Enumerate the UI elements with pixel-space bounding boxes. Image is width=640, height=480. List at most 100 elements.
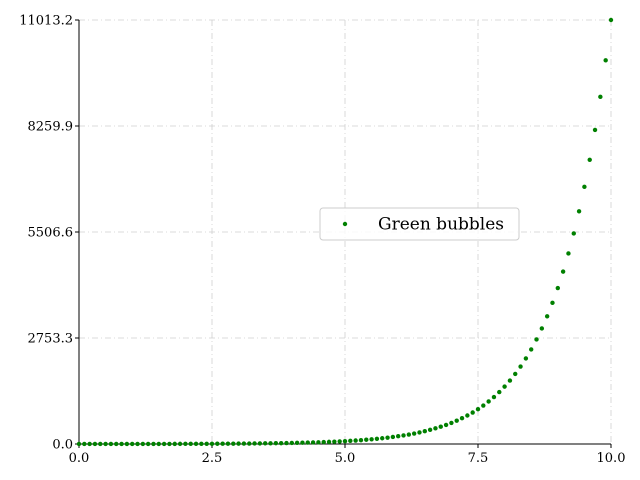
point <box>417 430 422 435</box>
point <box>491 394 497 400</box>
point <box>486 399 491 404</box>
point <box>278 440 284 446</box>
x-tick-label: 10.0 <box>597 451 626 466</box>
y-tick-label: 0.0 <box>52 438 73 453</box>
point <box>401 433 406 438</box>
x-tick-label: 7.5 <box>468 451 489 466</box>
point <box>204 441 209 446</box>
point <box>529 347 534 352</box>
point <box>332 439 337 444</box>
point <box>555 285 560 291</box>
point <box>380 436 385 441</box>
point <box>587 157 592 162</box>
point <box>385 435 390 440</box>
point <box>193 441 199 447</box>
point <box>236 441 241 446</box>
point <box>358 437 364 443</box>
point <box>87 441 92 447</box>
point <box>465 413 470 418</box>
point <box>294 440 300 446</box>
point <box>449 420 454 426</box>
point <box>544 314 550 319</box>
point <box>459 416 465 421</box>
point <box>507 378 513 383</box>
point <box>422 428 427 434</box>
point <box>513 371 518 377</box>
point <box>310 440 316 445</box>
point <box>608 17 614 23</box>
point <box>108 441 114 447</box>
point <box>353 438 358 443</box>
legend-frame <box>319 207 520 241</box>
x-tick-label: 5.0 <box>335 451 356 466</box>
point <box>481 403 486 408</box>
point <box>199 441 204 447</box>
point <box>82 441 87 447</box>
point <box>550 300 555 306</box>
point <box>411 431 417 436</box>
point <box>161 441 167 447</box>
point <box>135 441 140 447</box>
point <box>316 440 321 445</box>
point <box>241 441 247 446</box>
y-tick-label: 5506.6 <box>28 226 74 241</box>
x-tick-label: 0.0 <box>69 451 90 466</box>
point <box>374 436 380 441</box>
point <box>438 424 443 429</box>
point <box>119 441 124 447</box>
point <box>167 441 172 447</box>
point <box>114 441 119 447</box>
point <box>566 251 571 256</box>
point <box>103 441 108 447</box>
point <box>289 440 294 446</box>
y-tick-label: 11013.2 <box>19 14 73 29</box>
point <box>497 389 502 395</box>
point <box>183 441 188 447</box>
point <box>225 441 231 446</box>
point <box>177 441 183 447</box>
point <box>406 432 412 437</box>
point <box>92 441 98 447</box>
point <box>321 439 326 445</box>
point <box>539 326 545 331</box>
point <box>273 441 279 446</box>
point <box>534 337 539 342</box>
point <box>231 441 236 446</box>
point <box>396 434 401 439</box>
point <box>337 439 342 444</box>
point <box>598 94 603 100</box>
point <box>454 418 459 423</box>
point <box>390 434 396 440</box>
point <box>284 440 289 446</box>
point <box>268 441 273 446</box>
point <box>300 440 305 445</box>
x-tick-label: 2.5 <box>202 451 223 466</box>
point <box>582 184 587 190</box>
legend-label: Green bubbles <box>378 215 504 235</box>
point <box>433 426 438 431</box>
point <box>76 441 82 447</box>
y-tick-label: 8259.9 <box>28 120 74 135</box>
point <box>326 439 332 445</box>
point <box>523 356 529 361</box>
point <box>518 364 523 369</box>
point <box>140 441 146 447</box>
point <box>130 441 135 447</box>
point <box>220 441 225 446</box>
point <box>560 269 566 274</box>
point <box>576 209 582 214</box>
point <box>305 440 310 445</box>
point <box>470 410 475 415</box>
point <box>145 441 151 447</box>
point <box>209 441 215 446</box>
point <box>369 437 374 442</box>
point <box>502 384 507 389</box>
point <box>571 231 576 236</box>
point <box>603 58 608 63</box>
point <box>215 441 220 446</box>
point <box>443 422 449 428</box>
point <box>263 441 268 446</box>
point <box>427 427 433 433</box>
point <box>364 437 369 442</box>
